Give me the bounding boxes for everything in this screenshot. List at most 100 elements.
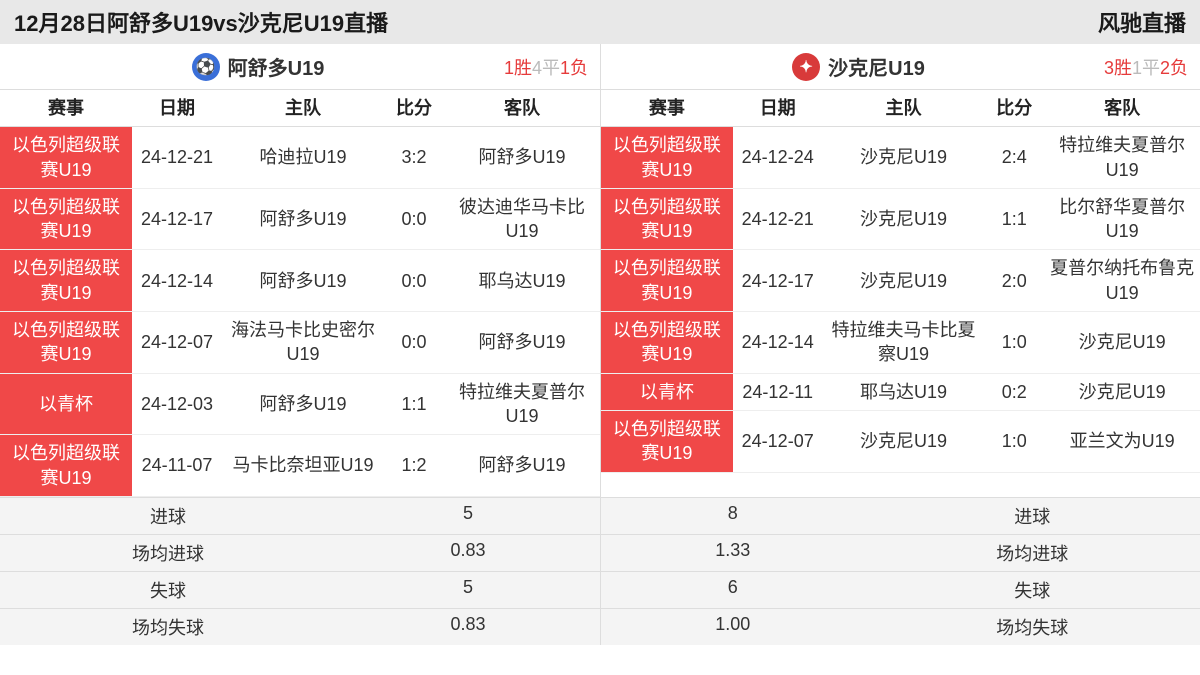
top-bar: 12月28日阿舒多U19vs沙克尼U19直播 风驰直播 (0, 0, 1200, 44)
match-comp: 以色列超级联赛U19 (601, 312, 733, 374)
stat-value: 0.83 (336, 535, 600, 571)
match-score: 2:0 (984, 250, 1044, 312)
stat-row: 场均失球0.83 (0, 608, 600, 645)
stats-right: 8进球1.33场均进球6失球1.00场均失球 (600, 497, 1200, 645)
stat-label: 场均失球 (0, 609, 336, 645)
match-date: 24-12-03 (132, 373, 222, 435)
match-away: 沙克尼U19 (1044, 373, 1200, 410)
col-comp: 赛事 (601, 90, 733, 127)
stat-label: 场均进球 (865, 535, 1200, 571)
col-score: 比分 (384, 90, 444, 127)
match-comp: 以色列超级联赛U19 (601, 127, 733, 189)
table-row: 以色列超级联赛U1924-12-07海法马卡比史密尔U190:0阿舒多U19 (0, 312, 600, 374)
table-row: 以色列超级联赛U1924-12-14阿舒多U190:0耶乌达U19 (0, 250, 600, 312)
stat-row: 失球5 (0, 571, 600, 608)
col-home: 主队 (222, 90, 384, 127)
match-home: 阿舒多U19 (222, 188, 384, 250)
match-away: 特拉维夫夏普尔U19 (444, 373, 600, 435)
stat-label: 场均进球 (0, 535, 336, 571)
match-date: 24-12-07 (132, 312, 222, 374)
stat-value: 1.33 (601, 535, 865, 571)
stat-value: 5 (336, 498, 600, 534)
match-table-right: 赛事 日期 主队 比分 客队 以色列超级联赛U1924-12-24沙克尼U192… (600, 90, 1200, 497)
table-row: 以色列超级联赛U1924-12-17阿舒多U190:0彼达迪华马卡比U19 (0, 188, 600, 250)
match-date: 24-12-11 (733, 373, 823, 410)
match-home: 哈迪拉U19 (222, 127, 384, 189)
match-comp: 以色列超级联赛U19 (0, 435, 132, 497)
stat-row: 进球5 (0, 497, 600, 534)
match-date: 24-12-17 (733, 250, 823, 312)
match-away: 阿舒多U19 (444, 312, 600, 374)
match-comp: 以色列超级联赛U19 (601, 250, 733, 312)
match-score: 0:0 (384, 312, 444, 374)
col-away: 客队 (444, 90, 600, 127)
match-date: 24-11-07 (132, 435, 222, 497)
stat-value: 6 (601, 572, 865, 608)
stat-label: 进球 (0, 498, 336, 534)
table-row: 以色列超级联赛U1924-12-21沙克尼U191:1比尔舒华夏普尔U19 (601, 188, 1200, 250)
stats-section: 进球5场均进球0.83失球5场均失球0.83 8进球1.33场均进球6失球1.0… (0, 497, 1200, 645)
col-date: 日期 (733, 90, 823, 127)
match-away: 阿舒多U19 (444, 435, 600, 497)
match-away: 夏普尔纳托布鲁克U19 (1044, 250, 1200, 312)
match-home: 马卡比奈坦亚U19 (222, 435, 384, 497)
stat-row: 6失球 (601, 571, 1200, 608)
team-header-left: ⚽ 阿舒多U19 1胜4平1负 (0, 44, 600, 89)
match-comp: 以色列超级联赛U19 (0, 188, 132, 250)
stat-value: 0.83 (336, 609, 600, 645)
match-home: 海法马卡比史密尔U19 (222, 312, 384, 374)
match-home: 阿舒多U19 (222, 373, 384, 435)
stat-row: 1.33场均进球 (601, 534, 1200, 571)
stat-value: 8 (601, 498, 865, 534)
table-row: 以色列超级联赛U1924-12-14特拉维夫马卡比夏察U191:0沙克尼U19 (601, 312, 1200, 374)
stat-label: 失球 (865, 572, 1200, 608)
table-row: 以色列超级联赛U1924-12-21哈迪拉U193:2阿舒多U19 (0, 127, 600, 189)
match-comp: 以色列超级联赛U19 (0, 127, 132, 189)
match-home: 耶乌达U19 (823, 373, 985, 410)
team-name-left: 阿舒多U19 (228, 52, 325, 81)
table-row: 以色列超级联赛U1924-12-17沙克尼U192:0夏普尔纳托布鲁克U19 (601, 250, 1200, 312)
match-home: 沙克尼U19 (823, 250, 985, 312)
match-score: 1:2 (384, 435, 444, 497)
match-score: 3:2 (384, 127, 444, 189)
brand-label: 风驰直播 (1098, 6, 1186, 38)
match-comp: 以青杯 (0, 373, 132, 435)
col-comp: 赛事 (0, 90, 132, 127)
match-away: 特拉维夫夏普尔U19 (1044, 127, 1200, 189)
stat-row: 1.00场均失球 (601, 608, 1200, 645)
match-score: 1:0 (984, 312, 1044, 374)
table-row: 以色列超级联赛U1924-11-07马卡比奈坦亚U191:2阿舒多U19 (0, 435, 600, 497)
match-score: 1:1 (384, 373, 444, 435)
match-away: 彼达迪华马卡比U19 (444, 188, 600, 250)
team-header-right: ✦ 沙克尼U19 3胜1平2负 (600, 44, 1200, 89)
table-row: 以色列超级联赛U1924-12-24沙克尼U192:4特拉维夫夏普尔U19 (601, 127, 1200, 189)
match-date: 24-12-21 (733, 188, 823, 250)
table-header-row: 赛事 日期 主队 比分 客队 (601, 90, 1200, 127)
team-logo-left: ⚽ (192, 53, 220, 81)
match-score: 0:0 (384, 188, 444, 250)
stat-label: 失球 (0, 572, 336, 608)
teams-header: ⚽ 阿舒多U19 1胜4平1负 ✦ 沙克尼U19 3胜1平2负 (0, 44, 1200, 90)
match-date: 24-12-21 (132, 127, 222, 189)
match-date: 24-12-14 (132, 250, 222, 312)
match-comp: 以色列超级联赛U19 (601, 410, 733, 472)
stats-left: 进球5场均进球0.83失球5场均失球0.83 (0, 497, 600, 645)
team-logo-right: ✦ (792, 53, 820, 81)
match-comp: 以色列超级联赛U19 (0, 250, 132, 312)
col-score: 比分 (984, 90, 1044, 127)
col-date: 日期 (132, 90, 222, 127)
table-row: 以色列超级联赛U1924-12-07沙克尼U191:0亚兰文为U19 (601, 410, 1200, 472)
stat-label: 场均失球 (865, 609, 1200, 645)
stat-row: 8进球 (601, 497, 1200, 534)
match-away: 比尔舒华夏普尔U19 (1044, 188, 1200, 250)
match-comp: 以色列超级联赛U19 (601, 188, 733, 250)
match-away: 耶乌达U19 (444, 250, 600, 312)
match-comp: 以色列超级联赛U19 (0, 312, 132, 374)
match-home: 沙克尼U19 (823, 410, 985, 472)
col-home: 主队 (823, 90, 985, 127)
match-date: 24-12-14 (733, 312, 823, 374)
match-home: 沙克尼U19 (823, 127, 985, 189)
stat-value: 1.00 (601, 609, 865, 645)
match-score: 0:0 (384, 250, 444, 312)
team-name-right: 沙克尼U19 (828, 52, 925, 81)
